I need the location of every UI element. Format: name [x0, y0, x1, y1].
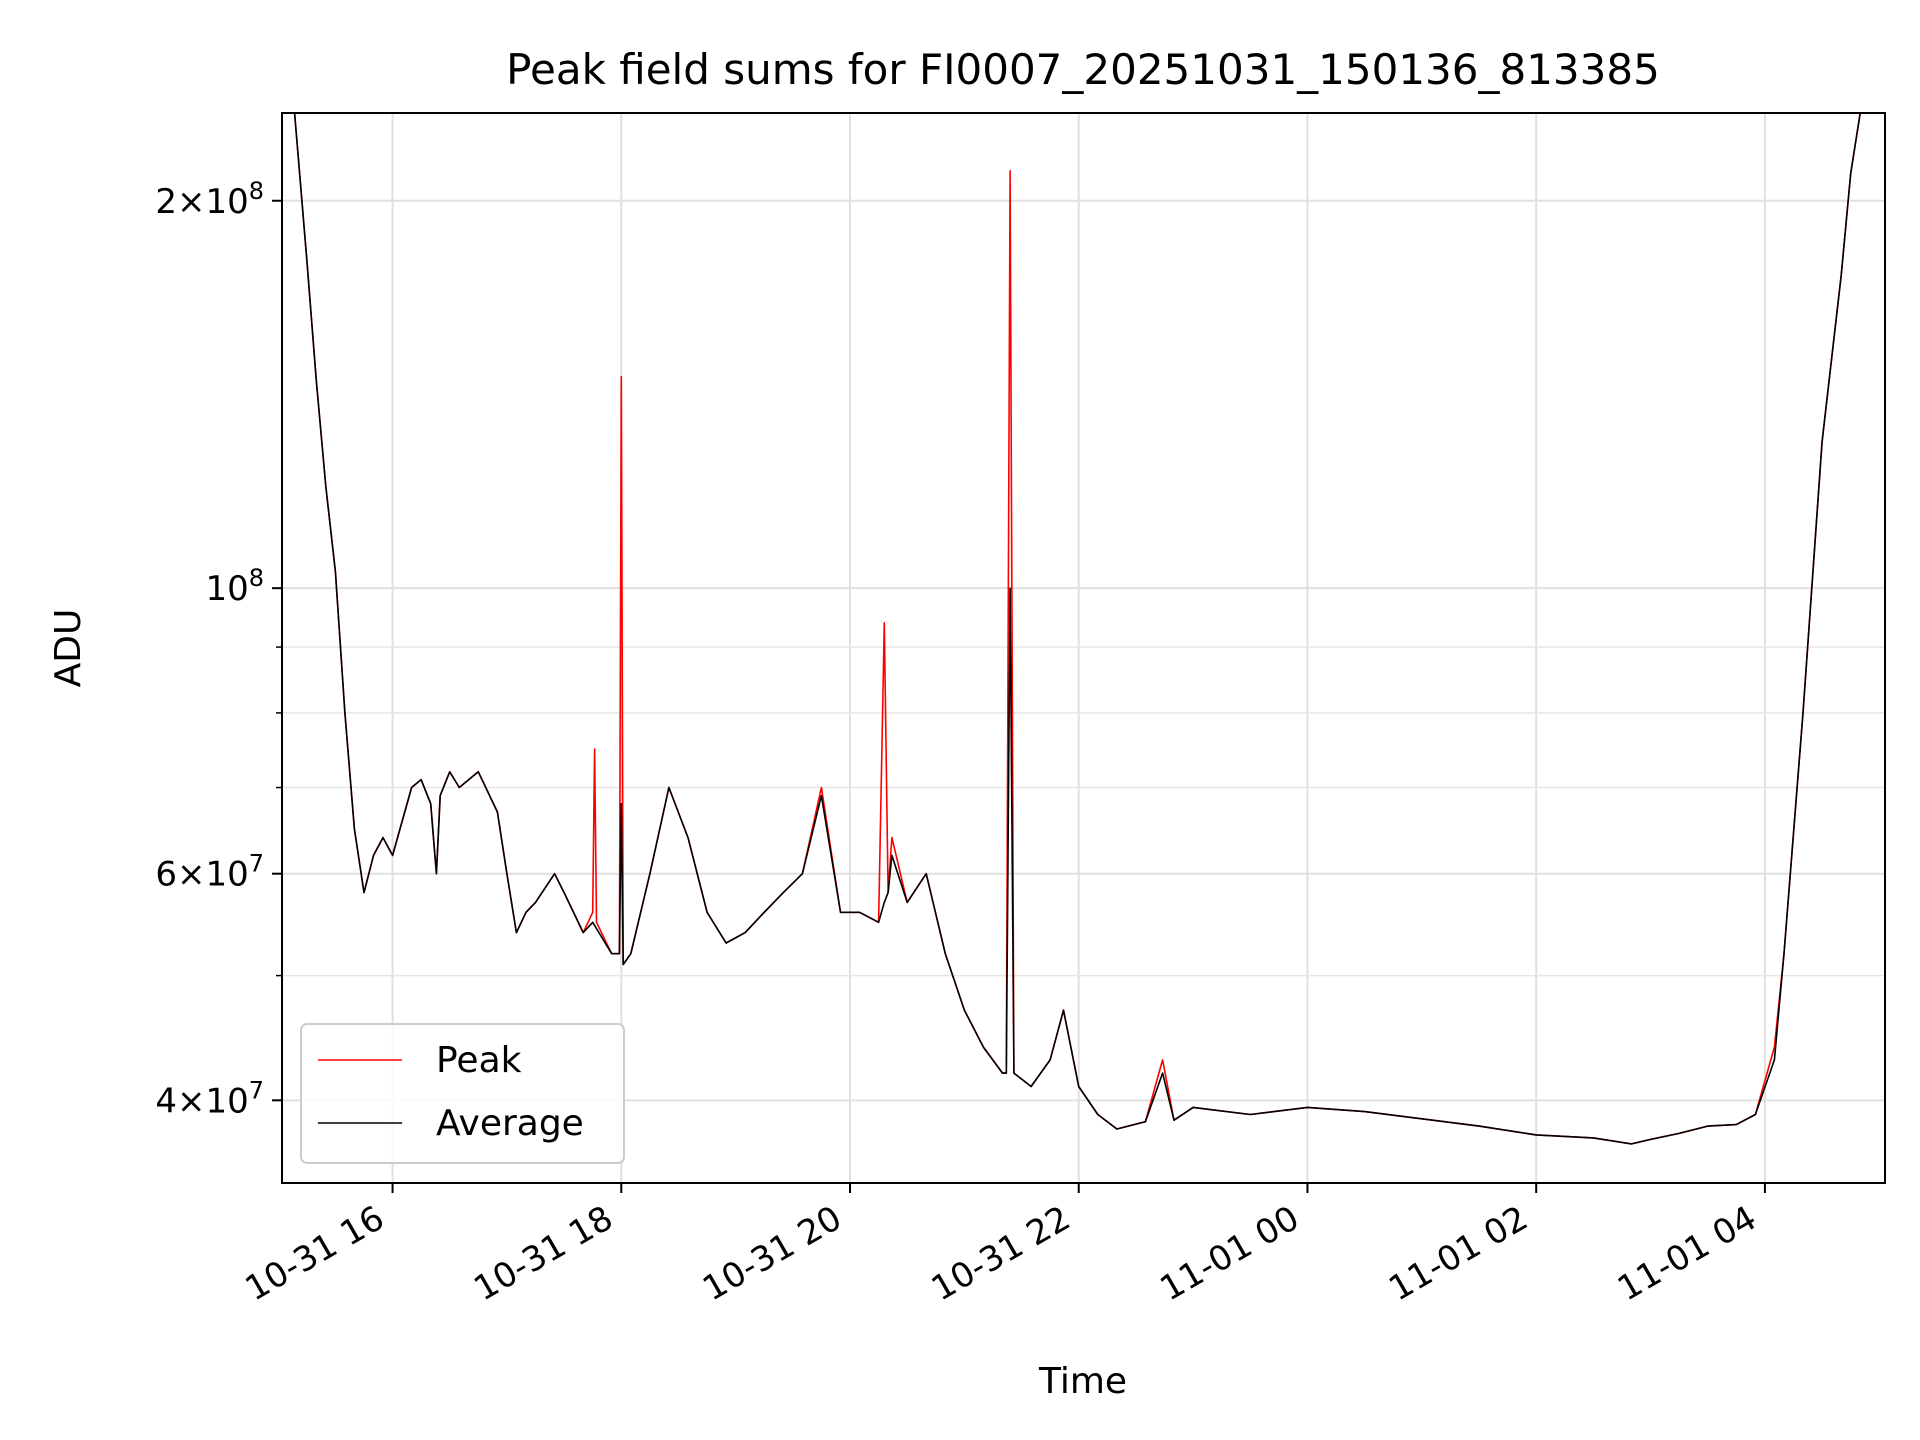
x-axis: 10-31 16 10-31 18 10-31 20 10-31 22 11-01 00…: [239, 1183, 1766, 1309]
legend: Peak Average: [300, 1023, 625, 1164]
y-tick-label: 6×107: [155, 850, 264, 895]
x-tick-label: 11-01 04: [1611, 1198, 1763, 1309]
y-axis-label: ADU: [48, 609, 89, 688]
x-tick-label: 10-31 18: [467, 1198, 619, 1309]
x-tick-label: 11-01 02: [1382, 1198, 1534, 1309]
y-tick-label: 108: [205, 564, 264, 609]
grid-lines: [282, 113, 1885, 1183]
y-tick-label: 2×108: [155, 177, 264, 222]
chart-title: Peak field sums for FI0007_20251031_1501…: [506, 45, 1660, 94]
x-tick-label: 10-31 20: [696, 1198, 848, 1309]
y-tick-label: 4×107: [155, 1076, 264, 1121]
series-line-peak: [293, 113, 1862, 1145]
x-tick-label: 10-31 16: [239, 1198, 391, 1309]
series-line-average: [293, 113, 1862, 1145]
legend-label-average: Average: [436, 1103, 584, 1144]
x-tick-label: 11-01 00: [1154, 1198, 1306, 1309]
x-axis-label: Time: [1038, 1361, 1127, 1402]
y-axis: 4×107 6×107 108 2×108: [155, 177, 282, 1121]
legend-box: [300, 1023, 625, 1164]
legend-label-peak: Peak: [436, 1040, 522, 1081]
x-tick-label: 10-31 22: [925, 1198, 1077, 1309]
axes-frame: [281, 112, 1886, 1184]
plot-area: [293, 113, 1862, 1145]
